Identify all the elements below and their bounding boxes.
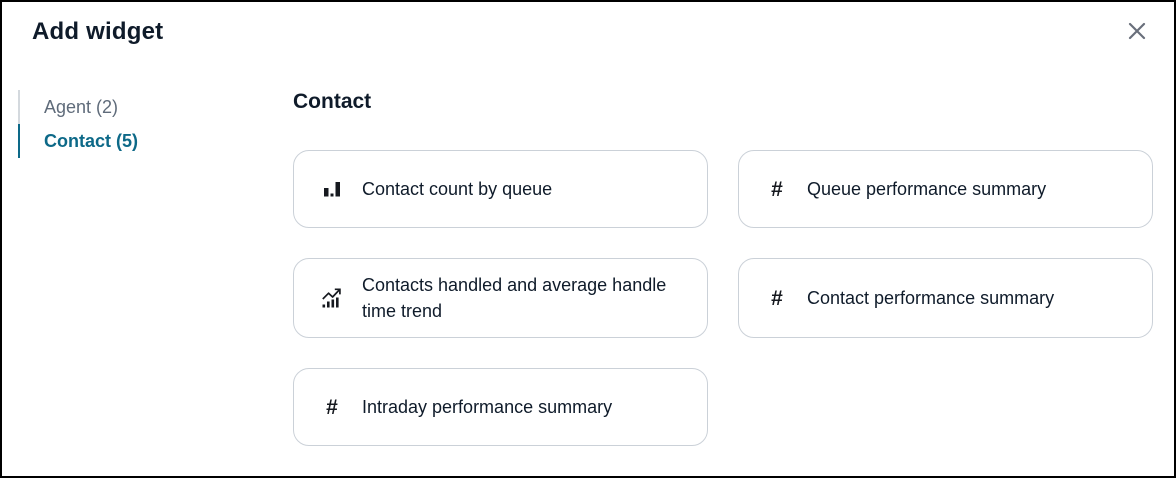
modal-title: Add widget	[32, 18, 164, 45]
section-heading: Contact	[293, 90, 372, 113]
category-sidebar: Agent (2) Contact (5)	[2, 90, 293, 446]
widget-card-contacts-handled-trend[interactable]: Contacts handled and average handle time…	[293, 258, 708, 339]
sidebar-item-agent[interactable]: Agent (2)	[18, 90, 293, 124]
widget-label: Contact count by queue	[362, 178, 553, 199]
widget-card-intraday-performance-summary[interactable]: # Intraday performance summary	[293, 368, 708, 447]
widget-label: Queue performance summary	[807, 178, 1047, 199]
hash-icon: #	[771, 177, 783, 201]
widget-label: Contact performance summary	[807, 288, 1055, 309]
modal-header: Add widget	[2, 2, 1174, 50]
hash-icon: #	[326, 395, 338, 419]
sidebar-item-contact[interactable]: Contact (5)	[18, 124, 293, 158]
widget-panel: Contact Contact count by queue #	[293, 90, 1174, 447]
widget-label: Intraday performance summary	[362, 397, 613, 418]
widget-card-contact-performance-summary[interactable]: # Contact performance summary	[738, 258, 1153, 339]
widget-grid: Contact count by queue # Queue performan…	[293, 150, 1153, 447]
modal-content: Agent (2) Contact (5) Contact	[2, 90, 1174, 447]
bar-chart-icon	[320, 180, 344, 198]
trend-chart-icon	[320, 288, 344, 308]
hash-icon: #	[771, 286, 783, 310]
category-tab-list: Agent (2) Contact (5)	[18, 90, 293, 158]
close-icon	[1125, 19, 1149, 43]
widget-label: Contacts handled and average handle time…	[362, 275, 667, 322]
widget-card-queue-performance-summary[interactable]: # Queue performance summary	[738, 150, 1153, 228]
widget-card-contact-count-by-queue[interactable]: Contact count by queue	[293, 150, 708, 228]
close-button[interactable]	[1122, 16, 1152, 46]
sidebar-item-label: Contact (5)	[44, 130, 138, 151]
sidebar-item-label: Agent (2)	[44, 96, 119, 117]
